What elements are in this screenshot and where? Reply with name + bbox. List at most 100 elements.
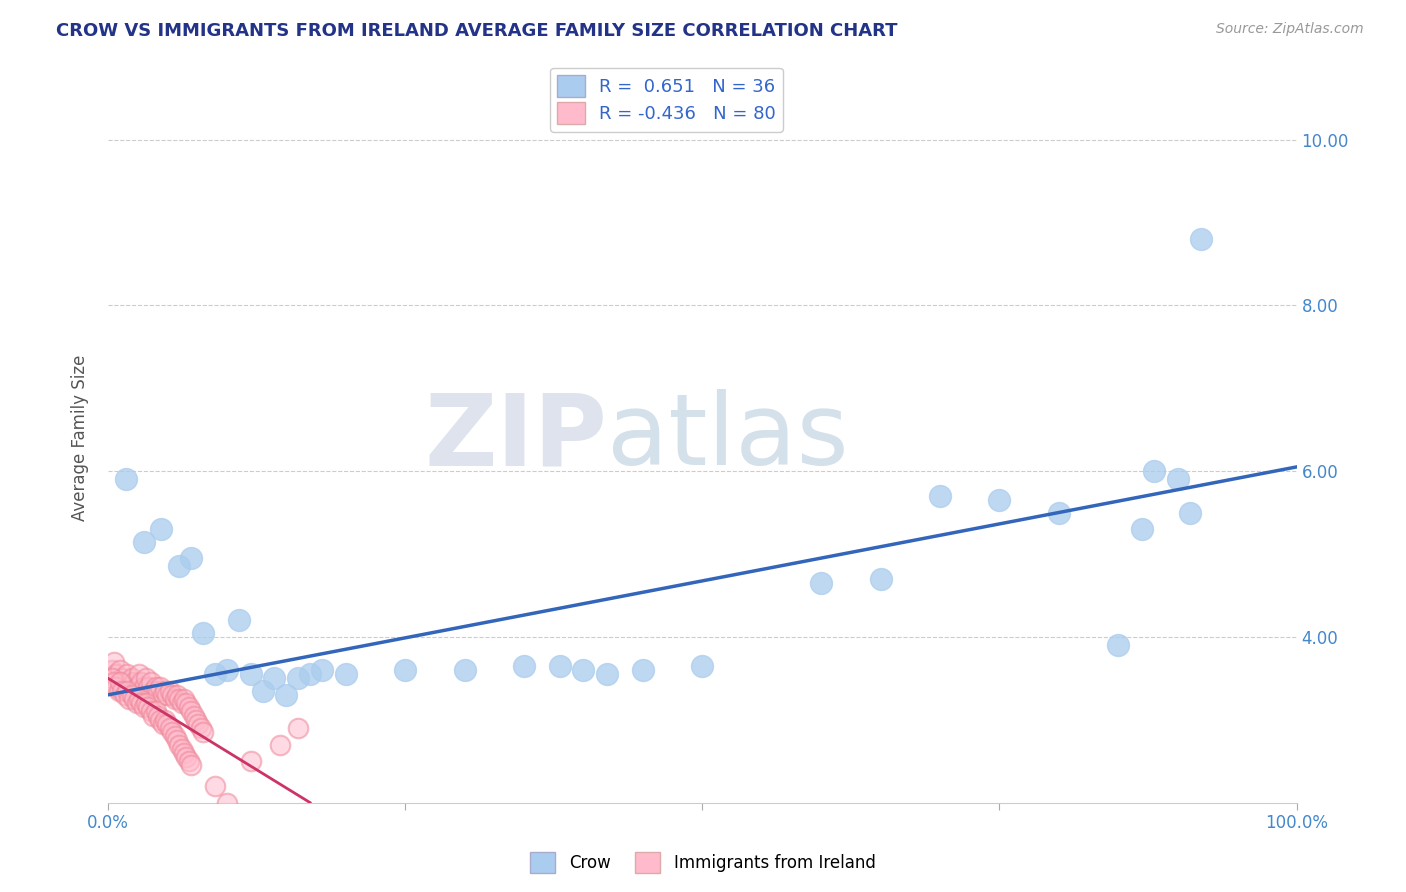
Point <box>111 683 134 698</box>
Point <box>1143 464 1166 478</box>
Point <box>121 671 143 685</box>
Point <box>810 576 832 591</box>
Point <box>156 688 179 702</box>
Point <box>548 658 571 673</box>
Point <box>145 705 167 719</box>
Point <box>149 713 172 727</box>
Point <box>252 683 274 698</box>
Point <box>228 613 250 627</box>
Point <box>105 680 128 694</box>
Point <box>159 721 181 735</box>
Text: CROW VS IMMIGRANTS FROM IRELAND AVERAGE FAMILY SIZE CORRELATION CHART: CROW VS IMMIGRANTS FROM IRELAND AVERAGE … <box>56 22 898 40</box>
Point <box>239 667 262 681</box>
Point <box>170 696 193 710</box>
Point <box>138 680 160 694</box>
Point <box>184 713 207 727</box>
Point <box>100 671 122 685</box>
Point <box>153 713 176 727</box>
Point <box>215 796 238 810</box>
Point <box>177 754 200 768</box>
Point <box>1130 522 1153 536</box>
Point <box>145 680 167 694</box>
Point <box>108 663 131 677</box>
Point <box>138 700 160 714</box>
Point <box>299 667 322 681</box>
Point <box>139 675 162 690</box>
Point <box>128 667 150 681</box>
Point <box>152 716 174 731</box>
Point <box>513 658 536 673</box>
Point <box>139 705 162 719</box>
Point <box>191 625 214 640</box>
Point <box>180 551 202 566</box>
Point <box>142 708 165 723</box>
Point <box>169 559 191 574</box>
Point <box>572 663 595 677</box>
Legend: Crow, Immigrants from Ireland: Crow, Immigrants from Ireland <box>523 846 883 880</box>
Point <box>596 667 619 681</box>
Point <box>105 667 128 681</box>
Text: ZIP: ZIP <box>425 390 607 486</box>
Point <box>135 696 157 710</box>
Point <box>111 671 134 685</box>
Text: atlas: atlas <box>607 390 849 486</box>
Point <box>118 692 141 706</box>
Point <box>150 522 173 536</box>
Point <box>1191 232 1213 246</box>
Point <box>631 663 654 677</box>
Point <box>1167 472 1189 486</box>
Point <box>132 700 155 714</box>
Point <box>988 493 1011 508</box>
Point <box>929 489 952 503</box>
Point <box>163 692 186 706</box>
Point <box>135 671 157 685</box>
Point <box>114 688 136 702</box>
Point <box>287 721 309 735</box>
Point <box>263 671 285 685</box>
Point <box>869 572 891 586</box>
Point <box>170 741 193 756</box>
Point <box>276 688 298 702</box>
Point <box>190 721 212 735</box>
Point <box>122 675 145 690</box>
Point <box>176 750 198 764</box>
Point <box>394 663 416 677</box>
Y-axis label: Average Family Size: Average Family Size <box>72 355 89 521</box>
Point <box>156 716 179 731</box>
Point <box>269 738 291 752</box>
Point <box>103 675 125 690</box>
Point <box>149 680 172 694</box>
Point <box>159 683 181 698</box>
Point <box>132 680 155 694</box>
Point <box>1178 506 1201 520</box>
Point <box>100 663 122 677</box>
Point <box>146 683 169 698</box>
Point <box>114 472 136 486</box>
Point <box>122 692 145 706</box>
Point <box>152 688 174 702</box>
Point <box>173 692 195 706</box>
Point <box>335 667 357 681</box>
Point <box>453 663 475 677</box>
Point <box>166 733 188 747</box>
Point <box>132 534 155 549</box>
Point <box>107 683 129 698</box>
Point <box>107 675 129 690</box>
Point <box>115 683 138 698</box>
Point <box>176 696 198 710</box>
Point <box>160 688 183 702</box>
Point <box>160 725 183 739</box>
Point <box>103 655 125 669</box>
Legend: R =  0.651   N = 36, R = -0.436   N = 80: R = 0.651 N = 36, R = -0.436 N = 80 <box>550 68 783 132</box>
Point <box>187 716 209 731</box>
Text: Source: ZipAtlas.com: Source: ZipAtlas.com <box>1216 22 1364 37</box>
Point <box>180 758 202 772</box>
Point <box>125 680 148 694</box>
Point <box>169 738 191 752</box>
Point <box>204 667 226 681</box>
Point <box>142 683 165 698</box>
Point <box>690 658 713 673</box>
Point <box>121 688 143 702</box>
Point <box>180 705 202 719</box>
Point <box>108 675 131 690</box>
